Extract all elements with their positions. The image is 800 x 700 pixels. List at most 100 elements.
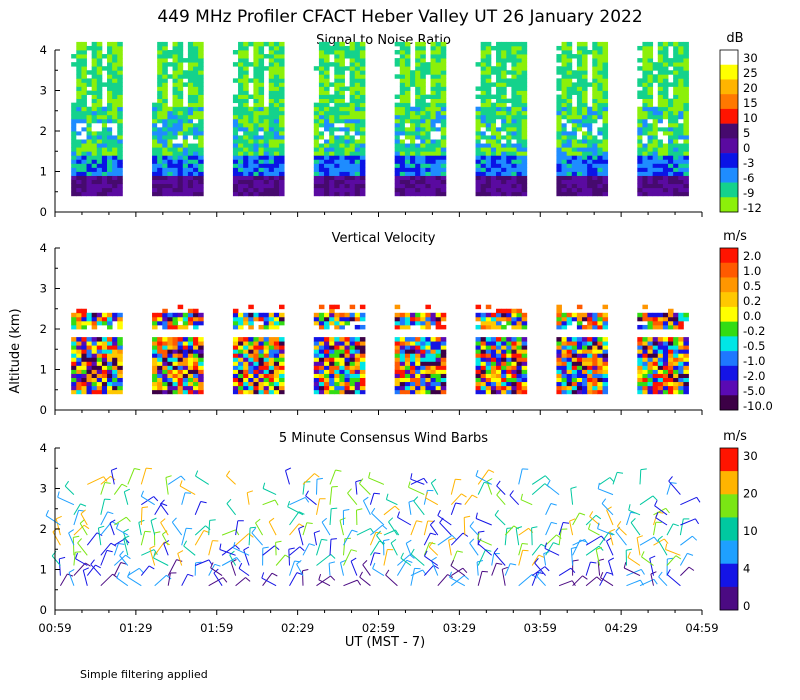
heatmap-cell (678, 385, 684, 391)
heatmap-cell (354, 341, 361, 346)
heatmap-cell (511, 365, 517, 370)
heatmap-cell (511, 337, 517, 342)
heatmap-cell (501, 357, 507, 362)
wind-barb-flag (166, 574, 172, 580)
heatmap-cell (232, 151, 239, 156)
heatmap-cell (521, 312, 528, 318)
heatmap-cell (177, 377, 184, 383)
heatmap-cell (268, 316, 275, 322)
heatmap-cell (107, 163, 113, 168)
heatmap-cell (521, 102, 528, 108)
heatmap-cell (561, 191, 568, 197)
heatmap-cell (152, 126, 158, 132)
heatmap-cell (561, 50, 568, 55)
heatmap-cell (81, 78, 87, 83)
heatmap-cell (96, 58, 103, 63)
heatmap-cell (566, 183, 573, 189)
wind-barb (558, 567, 572, 577)
heatmap-cell (193, 357, 199, 362)
wind-barb-flag (321, 538, 328, 541)
wind-barb-flag (572, 559, 579, 562)
heatmap-cell (673, 345, 679, 350)
heatmap-cell (157, 139, 163, 144)
heatmap-cell (642, 155, 648, 160)
heatmap-cell (339, 139, 345, 144)
heatmap-cell (490, 312, 497, 318)
heatmap-cell (172, 86, 179, 91)
heatmap-cell (678, 45, 684, 51)
wind-barb (235, 577, 246, 587)
heatmap-cell (187, 171, 194, 176)
heatmap-cell (425, 349, 431, 354)
heatmap-cell (521, 90, 528, 95)
heatmap-cell (248, 131, 254, 136)
heatmap-cell (582, 167, 588, 172)
heatmap-cell (597, 324, 603, 330)
heatmap-cell (668, 187, 674, 193)
heatmap-cell (511, 357, 517, 362)
heatmap-cell (187, 345, 194, 350)
heatmap-cell (182, 337, 189, 342)
heatmap-cell (561, 365, 568, 370)
heatmap-cell (511, 45, 517, 51)
heatmap-cell (71, 324, 77, 330)
heatmap-cell (521, 131, 528, 136)
wind-barb (585, 545, 600, 556)
heatmap-cell (516, 175, 523, 180)
wind-barb-flag (343, 509, 350, 511)
heatmap-cell (662, 102, 669, 108)
wind-barb (408, 486, 425, 496)
heatmap-cell (576, 98, 583, 104)
heatmap-cell (182, 122, 189, 128)
wind-barb (246, 492, 250, 505)
heatmap-cell (162, 171, 168, 176)
heatmap-cell (152, 179, 158, 185)
heatmap-cell (571, 191, 578, 197)
wind-barb (518, 574, 533, 587)
heatmap-cell (318, 316, 325, 322)
heatmap-cell (597, 94, 603, 99)
heatmap-cell (521, 155, 528, 160)
heatmap-cell (576, 102, 583, 108)
heatmap-cell (177, 50, 184, 55)
wind-barb-flag (394, 505, 400, 511)
heatmap-cell (76, 102, 82, 108)
heatmap-cell (354, 365, 361, 370)
heatmap-cell (673, 131, 679, 136)
heatmap-cell (107, 381, 113, 387)
heatmap-cell (399, 377, 406, 383)
heatmap-cell (490, 139, 497, 144)
heatmap-cell (399, 62, 406, 67)
heatmap-cell (415, 102, 421, 108)
heatmap-cell (177, 191, 184, 197)
wind-barb (329, 508, 332, 526)
heatmap-cell (344, 163, 351, 168)
heatmap-cell (576, 357, 583, 362)
heatmap-cell (354, 74, 361, 79)
heatmap-cell (561, 106, 568, 112)
heatmap-cell (516, 316, 523, 322)
heatmap-cell (642, 98, 648, 104)
heatmap-cell (167, 171, 173, 176)
heatmap-cell (404, 179, 411, 185)
heatmap-cell (597, 110, 603, 116)
wind-barb (545, 522, 552, 536)
heatmap-cell (435, 187, 442, 193)
heatmap-cell (485, 389, 492, 395)
heatmap-cell (521, 110, 528, 116)
heatmap-cell (273, 349, 280, 354)
heatmap-cell (678, 377, 684, 383)
heatmap-cell (279, 175, 285, 180)
heatmap-cell (96, 135, 103, 140)
heatmap-cell (490, 82, 497, 87)
heatmap-cell (177, 163, 184, 168)
heatmap-cell (112, 122, 118, 128)
heatmap-cell (485, 131, 492, 136)
heatmap-cell (415, 381, 421, 387)
heatmap-cell (329, 183, 335, 189)
heatmap-cell (253, 163, 259, 168)
heatmap-cell (404, 365, 411, 370)
heatmap-cell (496, 126, 502, 132)
wind-barb-flag (275, 540, 282, 543)
heatmap-cell (657, 381, 664, 387)
